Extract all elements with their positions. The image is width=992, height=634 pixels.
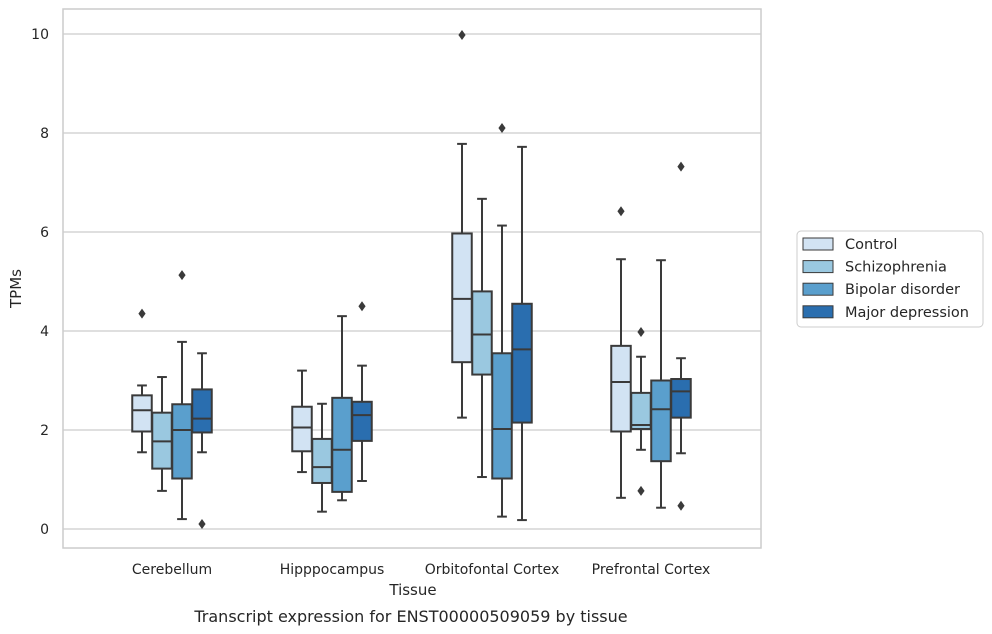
box-group [311,402,333,513]
x-tick-label: Prefrontal Cortex [592,562,711,578]
box-group [471,197,493,479]
box-group [650,259,672,509]
box-group [171,270,193,521]
legend: Control Schizophrenia Bipolar disorder Majo… [796,230,984,328]
outlier-point [637,326,645,337]
box [131,394,153,433]
outlier-point [178,270,186,281]
legend-label: Schizophrenia [845,260,947,276]
box [311,437,333,484]
box [610,344,632,433]
outlier-point [198,519,206,530]
y-tick-label: 6 [40,225,49,241]
box [630,391,652,431]
legend-frame [796,230,984,328]
box [491,352,513,480]
x-axis-label: Tissue [388,581,436,599]
box-group [291,369,313,474]
x-tick-labels: Cerebellum Hipppocampus Orbitofontal Corte… [132,562,710,578]
x-tick-label: Orbitofontal Cortex [425,562,560,578]
box [511,302,533,424]
box [351,400,373,442]
legend-swatch [802,305,834,319]
y-tick-label: 4 [40,324,49,340]
y-tick-labels: 0 2 4 6 8 10 [31,27,49,538]
outlier-point [617,206,625,217]
plot-area-frame [62,8,762,549]
box-group [131,308,153,454]
outlier-point [458,29,466,40]
legend-label: Major depression [845,305,969,321]
y-tick-label: 0 [40,522,49,538]
y-tick-label: 2 [40,423,49,439]
x-tick-label: Cerebellum [132,562,212,578]
legend-swatch [802,237,834,251]
legend-label: Control [845,237,897,253]
x-tick-label: Hipppocampus [280,562,385,578]
legend-swatch [802,260,834,274]
box [171,403,193,480]
box [331,396,353,493]
outlier-point [677,500,685,511]
box [650,379,672,463]
box [471,290,493,376]
box-group [670,161,692,511]
box-group [351,301,373,482]
outlier-point [138,308,146,319]
outlier-point [358,301,366,312]
box [670,378,692,419]
boxes [131,29,692,530]
box-group [331,315,353,502]
y-axis-label: TPMs [7,269,25,309]
box-group [511,145,533,522]
legend-swatch [802,282,834,296]
box-group [630,326,652,496]
box-group [491,123,513,518]
y-tick-label: 8 [40,126,49,142]
y-tick-label: 10 [31,27,49,43]
box-group [151,376,173,492]
figure-caption: Transcript expression for ENST0000050905… [193,607,627,626]
outlier-point [677,161,685,172]
box-group [191,352,213,530]
outlier-point [637,485,645,496]
box-group [610,206,632,499]
outlier-point [498,123,506,134]
box-group [451,29,473,419]
box [191,388,213,434]
box [291,405,313,453]
legend-label: Bipolar disorder [845,282,960,298]
